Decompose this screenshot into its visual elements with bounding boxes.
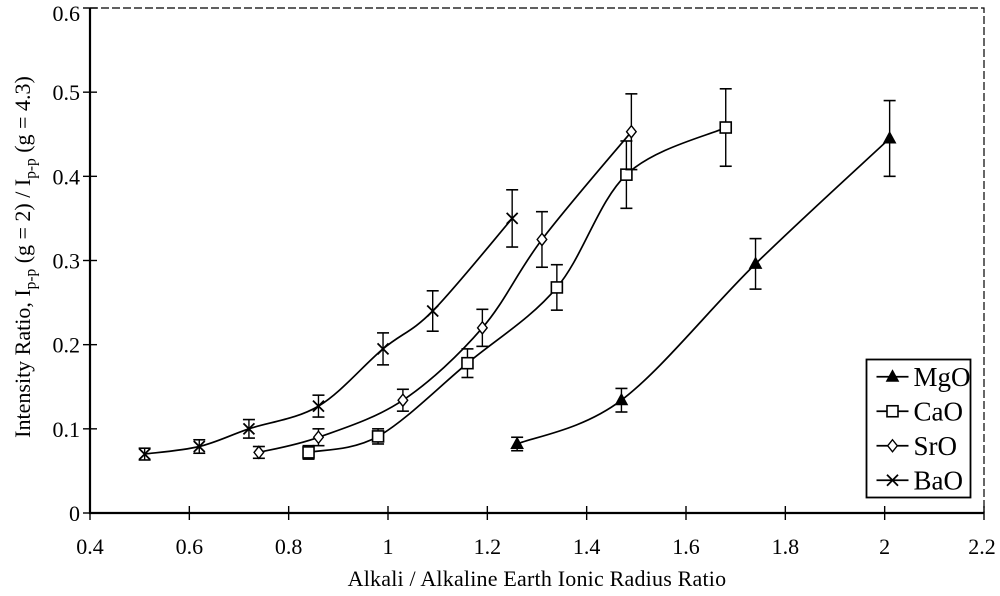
legend-entry-CaO: CaO (876, 396, 964, 426)
legend-label: SrO (914, 431, 958, 461)
marker-open-diamond (536, 232, 548, 247)
marker-filled-triangle (885, 369, 900, 382)
series-line-BaO (144, 217, 513, 455)
x-tick-label: 2.2 (968, 534, 996, 559)
legend-label: BaO (914, 465, 964, 495)
y-axis-title-subscript: p-p (22, 268, 40, 290)
y-tick-label: 0.5 (53, 80, 81, 105)
y-axis-title: Intensity Ratio, Ip-p (g = 2) / Ip-p (g … (10, 24, 40, 490)
marker-x-cross (138, 447, 151, 461)
series-SrO (252, 93, 638, 460)
axis-ticks (83, 7, 985, 520)
legend-entry-MgO: MgO (876, 362, 971, 392)
legend-entry-SrO: SrO (876, 431, 958, 461)
marker-open-square (886, 404, 899, 418)
y-tick-label: 0.6 (53, 1, 81, 26)
marker-x-cross (193, 440, 206, 453)
x-tick-label: 0.4 (76, 534, 104, 559)
marker-x-cross (312, 399, 325, 413)
legend-box (865, 358, 972, 499)
series-CaO (302, 88, 733, 460)
marker-open-diamond (253, 445, 265, 460)
marker-x-cross (426, 304, 439, 318)
marker-x-cross (886, 474, 899, 487)
marker-open-square (620, 168, 633, 181)
y-tick-label: 0.3 (53, 249, 81, 274)
marker-open-diamond (397, 393, 409, 408)
x-tick-label: 1.4 (573, 534, 601, 559)
marker-open-diamond (886, 438, 899, 453)
x-tick-label: 1 (383, 534, 394, 559)
legend: MgO CaO SrO BaO (865, 358, 972, 499)
marker-filled-triangle (882, 130, 897, 144)
marker-open-square (550, 281, 564, 294)
axis-tick-labels: 0.4 0.6 0.8 1 1.2 1.4 1.6 1.8 2 2.2 0 0.1 0.2 0.3 0.4 0… (53, 1, 996, 559)
y-axis-title-subscript: p-p (22, 158, 40, 179)
legend-label: CaO (914, 396, 964, 426)
marker-open-diamond (476, 320, 489, 335)
y-axis-title-part: Intensity Ratio, I (10, 289, 35, 438)
y-tick-label: 0.4 (53, 164, 81, 189)
legend-entry-BaO: BaO (876, 465, 964, 495)
series-line-SrO (258, 131, 633, 454)
y-axis-title-part: (g = 2) / I (10, 178, 35, 269)
x-tick-label: 0.6 (176, 534, 204, 559)
marker-open-square (371, 430, 385, 443)
y-axis-title-part: (g = 4.3) (10, 76, 35, 159)
y-tick-label: 0 (69, 501, 80, 526)
x-tick-label: 1.2 (474, 534, 502, 559)
legend-label: MgO (914, 362, 971, 392)
marker-open-square (302, 446, 315, 459)
x-axis-title-text: Alkali / Alkaline Earth Ionic Radius Rat… (347, 566, 727, 591)
marker-x-cross (376, 342, 390, 356)
series-MgO (510, 99, 897, 452)
series-line-CaO (308, 126, 727, 454)
x-tick-label: 1.6 (672, 534, 700, 559)
marker-filled-triangle (510, 436, 524, 449)
marker-open-square (719, 121, 733, 134)
marker-open-diamond (312, 430, 325, 445)
x-axis-title: Alkali / Alkaline Earth Ionic Radius Rat… (90, 566, 984, 592)
marker-x-cross (506, 212, 519, 225)
marker-filled-triangle (748, 256, 763, 269)
x-tick-label: 0.8 (275, 534, 303, 559)
marker-open-square (461, 356, 474, 370)
y-tick-label: 0.1 (53, 417, 81, 442)
series-BaO (138, 189, 519, 461)
x-tick-label: 1.8 (772, 534, 800, 559)
series-line-MgO (516, 137, 891, 445)
y-tick-label: 0.2 (53, 333, 81, 358)
marker-open-diamond (625, 124, 638, 139)
x-tick-label: 2 (879, 534, 890, 559)
marker-filled-triangle (614, 392, 629, 406)
marker-x-cross (242, 422, 256, 435)
